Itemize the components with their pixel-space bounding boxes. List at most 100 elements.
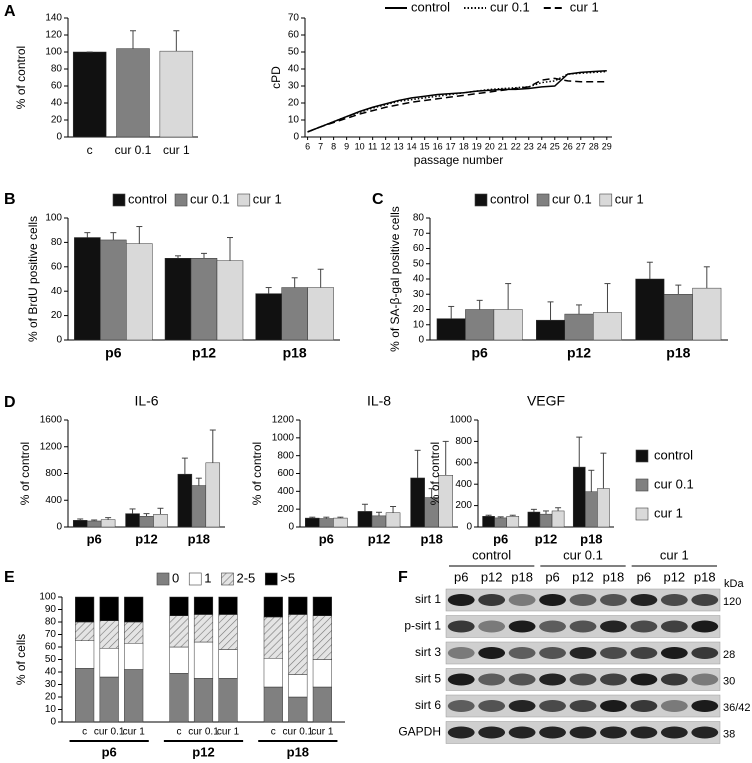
bar-segment bbox=[75, 596, 95, 623]
bar bbox=[116, 48, 150, 138]
x-tick-label: p18 bbox=[283, 345, 307, 361]
y-tick-label: 0 bbox=[56, 132, 62, 143]
legend-label: cur 0.1 bbox=[654, 476, 694, 491]
y-tick-label: 80 bbox=[413, 213, 425, 224]
band bbox=[630, 647, 658, 659]
bar-segment bbox=[263, 686, 283, 723]
y-tick-label: 1200 bbox=[40, 441, 63, 452]
y-tick-label: 0 bbox=[418, 335, 424, 346]
bar bbox=[539, 513, 553, 528]
band bbox=[478, 700, 506, 712]
bar-segment bbox=[193, 614, 214, 643]
y-tick-label: 100 bbox=[39, 592, 56, 603]
x-tick-label: 10 bbox=[355, 141, 365, 151]
legend-swatch bbox=[237, 193, 251, 207]
bar bbox=[216, 260, 244, 341]
x-tick-label: 27 bbox=[576, 141, 586, 151]
bar bbox=[159, 50, 194, 138]
kda-label: 28 bbox=[723, 649, 735, 661]
bar-segment bbox=[124, 621, 144, 644]
x-tick-label: p6 bbox=[493, 531, 508, 546]
y-tick-label: 50 bbox=[45, 654, 57, 665]
x-tick-label: 26 bbox=[563, 141, 573, 151]
band bbox=[478, 594, 506, 606]
band bbox=[447, 647, 475, 659]
x-axis-label: passage number bbox=[414, 153, 503, 167]
row-label: sirt 5 bbox=[415, 672, 441, 686]
lane-label: p12 bbox=[481, 569, 503, 584]
y-axis-label: % of control bbox=[14, 46, 28, 109]
y-tick-label: 20 bbox=[51, 115, 63, 126]
bar bbox=[385, 512, 401, 528]
band bbox=[630, 673, 658, 686]
band bbox=[478, 620, 506, 633]
y-tick-label: 600 bbox=[455, 457, 472, 468]
bar-segment bbox=[288, 614, 308, 675]
x-tick-label: p6 bbox=[471, 345, 488, 361]
y-tick-label: 70 bbox=[45, 629, 57, 640]
y-tick-label: 0 bbox=[56, 522, 62, 533]
bar bbox=[307, 287, 334, 341]
bar bbox=[139, 516, 154, 528]
y-tick-label: 100 bbox=[45, 47, 62, 58]
band bbox=[691, 647, 719, 659]
y-tick-label: 20 bbox=[413, 304, 425, 315]
legend-swatch bbox=[264, 572, 278, 586]
y-tick-label: 30 bbox=[45, 679, 57, 690]
legend-swatch bbox=[599, 193, 613, 207]
band bbox=[447, 620, 475, 633]
bar bbox=[305, 517, 320, 528]
bar-segment bbox=[288, 674, 308, 698]
band bbox=[569, 620, 597, 633]
band bbox=[691, 726, 719, 739]
x-tick-label: 19 bbox=[472, 141, 482, 151]
bar bbox=[74, 237, 101, 341]
legend-label: cur 1 bbox=[654, 505, 683, 520]
y-tick-label: 60 bbox=[45, 642, 57, 653]
band bbox=[447, 726, 475, 739]
band bbox=[478, 647, 506, 659]
y-tick-label: 1000 bbox=[450, 415, 473, 426]
band bbox=[508, 673, 536, 686]
panel-label: E bbox=[4, 569, 15, 586]
y-tick-label: 140 bbox=[45, 13, 62, 24]
x-tick-label: 9 bbox=[344, 141, 349, 151]
y-tick-label: 60 bbox=[51, 261, 63, 272]
band bbox=[660, 594, 688, 606]
y-tick-label: 200 bbox=[455, 500, 472, 511]
y-tick-label: 120 bbox=[45, 30, 62, 41]
legend-swatch bbox=[474, 193, 488, 207]
y-tick-label: 70 bbox=[413, 228, 425, 239]
bar bbox=[190, 258, 218, 341]
bar bbox=[493, 309, 523, 341]
bar bbox=[494, 517, 507, 528]
x-tick-label: cur 1 bbox=[163, 143, 190, 157]
x-tick-label: 15 bbox=[420, 141, 430, 151]
y-tick-label: 400 bbox=[455, 479, 472, 490]
band bbox=[630, 700, 658, 712]
kda-label: 38 bbox=[723, 728, 735, 740]
row-label: GAPDH bbox=[398, 725, 441, 739]
y-tick-label: 0 bbox=[293, 132, 299, 143]
bar-segment bbox=[99, 676, 119, 723]
panel-title: IL-8 bbox=[367, 393, 391, 409]
panel-label: A bbox=[4, 3, 16, 20]
y-axis-label: % of SA-β-gal positive cells bbox=[388, 206, 402, 352]
bar bbox=[635, 278, 665, 341]
x-tick-label: p12 bbox=[567, 345, 591, 361]
y-tick-label: 90 bbox=[45, 604, 57, 615]
legend-label: cur 0.1 bbox=[190, 191, 230, 206]
y-tick-label: 40 bbox=[45, 667, 57, 678]
y-axis-label: % of BrdU positive cells bbox=[26, 216, 40, 342]
bar bbox=[125, 513, 140, 528]
bar-segment bbox=[124, 596, 144, 623]
legend-swatch bbox=[188, 572, 202, 586]
bar-segment bbox=[263, 616, 283, 659]
bar bbox=[536, 319, 566, 341]
panel-title: IL-6 bbox=[134, 393, 158, 409]
band bbox=[660, 726, 688, 739]
legend-swatch bbox=[112, 193, 126, 207]
x-tick-label: c bbox=[82, 727, 87, 738]
x-tick-label: 17 bbox=[446, 141, 456, 151]
